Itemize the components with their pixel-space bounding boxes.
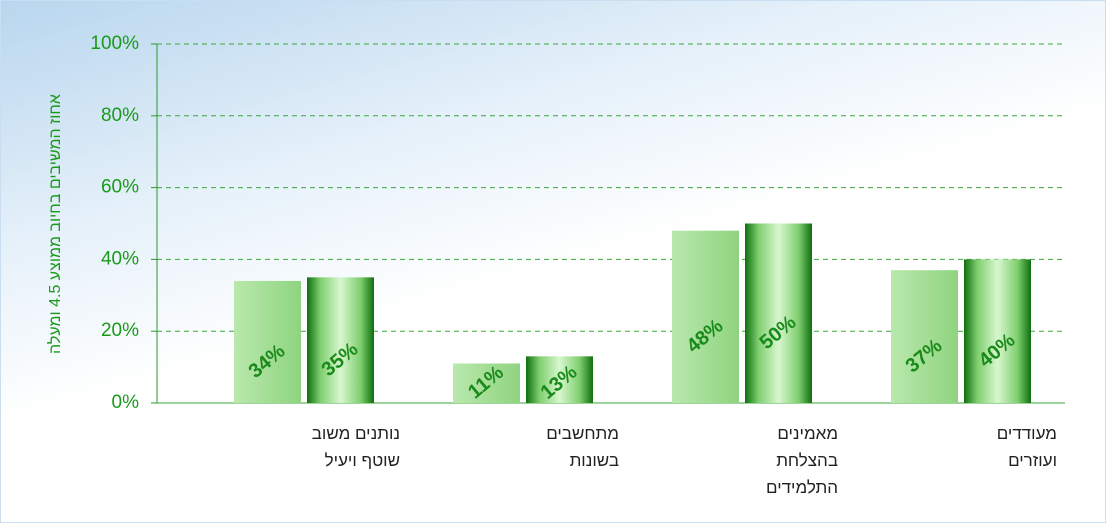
x-tick-label: מתחשבים בשונות: [546, 424, 619, 470]
bar: [745, 223, 812, 403]
y-tick-label: 40%: [101, 248, 139, 269]
bar: [234, 280, 301, 403]
y-tick-label: 80%: [101, 105, 139, 126]
bar: [891, 270, 958, 403]
y-tick-label: 0%: [112, 392, 140, 413]
bar: [672, 230, 739, 403]
y-tick-label: 20%: [101, 320, 139, 341]
x-tick-label: מעודדים ועוזרים: [996, 424, 1057, 470]
bar: [307, 277, 374, 403]
y-axis-label: אחוז המשיבים בחיוב ממוצע 4.5 ומעלה: [46, 94, 64, 354]
y-tick-label: 100%: [90, 33, 139, 54]
y-tick-label: 60%: [101, 177, 139, 198]
bar: [964, 259, 1031, 403]
bar: [453, 363, 520, 403]
x-tick-label: מאמינים בהצלחת התלמידים: [766, 424, 838, 497]
bar: [526, 356, 593, 403]
x-tick-label: נותנים משוב שוטף ויעיל: [311, 424, 400, 470]
